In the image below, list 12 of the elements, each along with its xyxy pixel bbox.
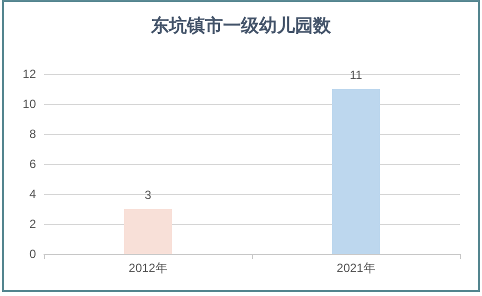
y-tick-label: 8: [29, 127, 36, 141]
y-tick-label: 12: [22, 67, 36, 81]
y-tick-label: 2: [29, 217, 36, 231]
x-tick-label: 2012年: [128, 261, 168, 275]
y-tick-label: 10: [22, 97, 36, 111]
data-label: 11: [350, 68, 363, 82]
data-label: 3: [144, 188, 152, 202]
y-tick-label: 4: [29, 187, 36, 201]
y-tick-label: 6: [29, 157, 36, 171]
chart-title: 东坑镇市一级幼儿园数: [150, 16, 332, 36]
y-tick-label: 0: [29, 247, 36, 261]
x-tick-label: 2021年: [336, 261, 376, 275]
